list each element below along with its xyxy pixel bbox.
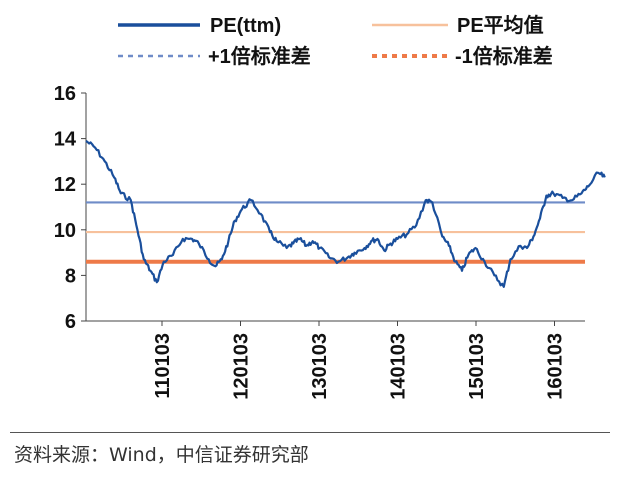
legend-label: PE(ttm) <box>210 15 281 37</box>
y-tick-label: 16 <box>54 83 76 105</box>
x-tick-label: 110103 <box>152 333 174 399</box>
footer-divider <box>10 432 610 433</box>
y-tick-label: 14 <box>54 129 77 151</box>
legend-label: -1倍标准差 <box>455 44 553 68</box>
pe-ttm-line <box>85 140 606 288</box>
y-tick-label: 6 <box>65 311 76 333</box>
y-tick-label: 10 <box>54 220 76 242</box>
source-note: 资料来源：Wind，中信证券研究部 <box>14 444 309 466</box>
legend-label: +1倍标准差 <box>208 44 311 68</box>
legend-label: PE平均值 <box>457 13 544 37</box>
y-tick-label: 12 <box>54 174 76 196</box>
x-tick-label: 150103 <box>466 333 488 400</box>
y-tick-label: 8 <box>65 265 76 287</box>
x-tick-label: 120103 <box>231 333 253 400</box>
x-tick-label: 140103 <box>388 333 410 400</box>
x-tick-label: 160103 <box>545 333 567 400</box>
x-tick-label: 130103 <box>309 333 331 400</box>
